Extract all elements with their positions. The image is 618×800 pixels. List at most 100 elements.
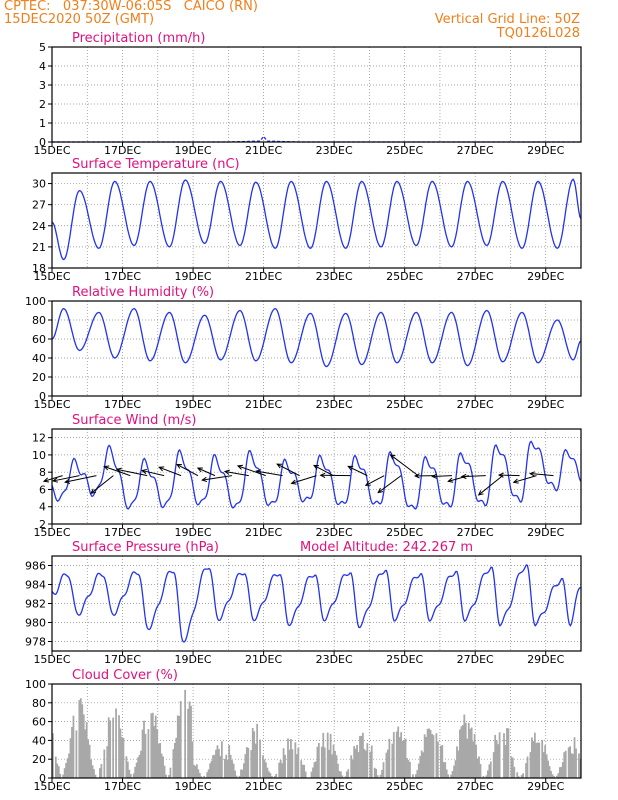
cloud-bar	[469, 728, 472, 778]
cloud-bar	[456, 746, 458, 778]
cloud-bar	[323, 747, 326, 778]
cloud-bar	[317, 742, 320, 778]
cloud-bar	[447, 774, 450, 778]
rh-line	[51, 307, 582, 368]
cloud-bar	[460, 726, 463, 778]
cloud-bar	[472, 741, 475, 778]
cloud-bar	[516, 772, 519, 778]
rh-xtick-label: 25DEC	[386, 398, 423, 411]
cloud-bar	[525, 763, 527, 778]
cloud-bar	[168, 775, 170, 778]
cloud-bar	[198, 773, 201, 778]
cloud-bar	[370, 745, 373, 778]
precip-ytick-label: 1	[39, 117, 46, 130]
cloud-bar	[262, 755, 264, 778]
cloud-bar	[287, 738, 289, 778]
cloud-bar	[81, 704, 84, 778]
rh-ytick-label: 0	[39, 390, 46, 403]
temp-ytick-label: 18	[32, 262, 46, 275]
cloud-bar	[444, 762, 447, 778]
header-location: CPTEC: 037:30W-06:05S CAICO (RN)	[4, 0, 258, 14]
wind-vector	[116, 468, 148, 477]
cloud-bar	[213, 754, 216, 778]
temp-xtick-label: 25DEC	[386, 270, 423, 283]
precip-xtick-label: 15DEC	[33, 144, 70, 157]
cloud-bar	[191, 741, 194, 778]
cloud-bar	[542, 752, 545, 778]
header-grid-line: Vertical Grid Line: 50Z	[434, 12, 580, 27]
cloud-bar	[435, 733, 438, 778]
cloud-bar	[121, 737, 123, 778]
precip-xtick-label: 25DEC	[386, 144, 423, 157]
cloud-bar	[504, 744, 507, 778]
cloud-bar	[369, 751, 372, 778]
cloud-bar	[153, 725, 156, 778]
cloud-bar	[216, 745, 219, 778]
wind-ytick-label: 6	[39, 483, 46, 496]
cloud-bar	[157, 743, 160, 778]
precip-ytick-label: 3	[39, 79, 46, 92]
wind-frame	[51, 428, 582, 525]
cloud-bar	[400, 732, 403, 778]
cloud-bar	[190, 705, 192, 778]
cloud-bar	[91, 765, 94, 778]
cloud-bar	[220, 741, 223, 778]
cloud-bar	[350, 755, 353, 778]
cloud-bar	[71, 726, 73, 778]
cloud-xtick-label: 17DEC	[104, 780, 141, 793]
cloud-bar	[275, 773, 278, 778]
temp-xtick-label: 23DEC	[316, 270, 353, 283]
cloud-bar	[59, 773, 62, 778]
cloud-bar	[364, 750, 367, 778]
cloud-bar	[332, 744, 335, 778]
cloud-bar	[132, 773, 135, 778]
cloud-bar	[90, 759, 92, 778]
wind-vector	[224, 470, 249, 477]
cloud-bar	[432, 735, 435, 778]
cloud-xtick-label: 19DEC	[175, 780, 212, 793]
wind-vector	[291, 475, 317, 484]
wind-vector	[202, 475, 232, 481]
cloud-bar	[453, 765, 455, 778]
pressure-xtick-label: 23DEC	[316, 653, 353, 666]
precip-xtick-label: 29DEC	[527, 144, 564, 157]
precip-xtick-label: 21DEC	[245, 144, 282, 157]
temp-ytick-label: 21	[32, 241, 46, 254]
header-model-id: TQ0126L028	[496, 26, 580, 41]
precip-ytick-label: 2	[39, 98, 46, 111]
rh-xtick-label: 21DEC	[245, 398, 282, 411]
cloud-bar	[320, 746, 323, 778]
precip-frame	[51, 46, 582, 143]
cloud-bar	[138, 754, 141, 778]
cloud-bar	[207, 769, 210, 778]
cloud-bar	[425, 736, 428, 778]
cloud-bar	[470, 727, 473, 778]
cloud-bar	[194, 766, 197, 778]
cloud-bar	[304, 771, 307, 778]
cloud-bar	[412, 774, 414, 778]
wind-arrowhead	[364, 481, 371, 486]
precip-ytick-label: 4	[39, 60, 46, 73]
cloud-bar	[558, 767, 561, 778]
cloud-bar	[334, 750, 336, 778]
wind-ytick-label: 4	[39, 501, 46, 514]
cloud-bar	[461, 725, 464, 778]
cloud-bar	[510, 756, 513, 778]
wind-arrowhead	[42, 477, 50, 483]
cloud-bar	[489, 761, 492, 778]
cloud-bar	[359, 735, 361, 778]
cloud-bar	[573, 737, 576, 778]
pressure-xtick-label: 25DEC	[386, 653, 423, 666]
cloud-bar	[295, 754, 298, 778]
cloud-bar	[156, 729, 159, 778]
wind-arrowhead	[223, 469, 230, 475]
cloud-bar	[112, 717, 115, 778]
cloud-bar	[52, 733, 54, 778]
rh-xtick-label: 27DEC	[457, 398, 494, 411]
cloud-bar	[482, 776, 485, 778]
cloud-bar	[100, 764, 103, 778]
cloud-bar	[541, 739, 544, 778]
cloud-bar	[478, 756, 480, 778]
cloud-bar	[475, 744, 477, 778]
cloud-bar	[476, 758, 479, 778]
